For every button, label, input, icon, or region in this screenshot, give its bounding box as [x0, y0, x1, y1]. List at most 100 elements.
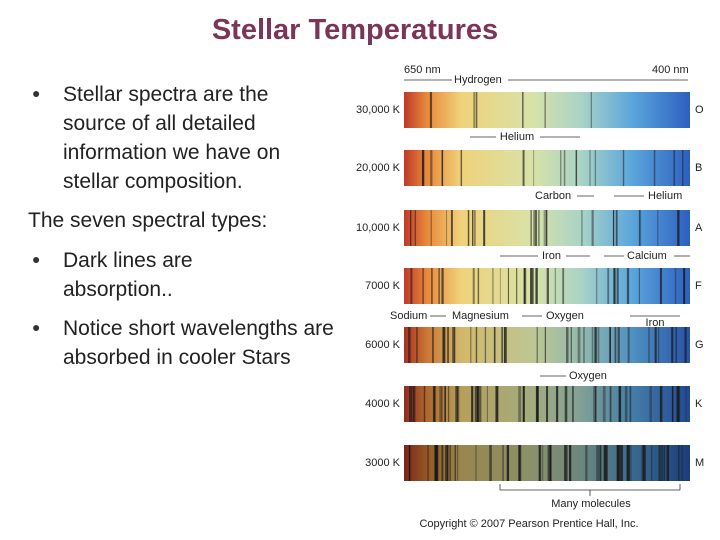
- absorption-line: [683, 268, 686, 304]
- absorption-line: [545, 210, 547, 246]
- absorption-line: [614, 268, 616, 304]
- absorption-line: [409, 210, 412, 246]
- absorption-line: [530, 210, 532, 246]
- absorption-line: [412, 386, 416, 422]
- absorption-line: [583, 327, 585, 363]
- absorption-line: [629, 386, 632, 422]
- absorption-line: [430, 210, 432, 246]
- absorption-line: [533, 210, 535, 246]
- absorption-line: [660, 268, 663, 304]
- absorption-line: [443, 327, 446, 363]
- absorption-line: [556, 386, 559, 422]
- absorption-line: [452, 327, 455, 363]
- absorption-line: [531, 268, 534, 304]
- absorption-line: [577, 327, 580, 363]
- absorption-line: [548, 445, 552, 481]
- absorption-line: [562, 268, 565, 304]
- absorption-line: [518, 445, 521, 481]
- absorption-line: [607, 268, 610, 304]
- annotation: Hydrogen: [454, 74, 502, 86]
- spectrum-band: [404, 92, 690, 128]
- absorption-line: [414, 210, 417, 246]
- absorption-line: [467, 210, 470, 246]
- absorption-line: [433, 386, 436, 422]
- absorption-line: [670, 327, 674, 363]
- absorption-line: [672, 386, 673, 422]
- absorption-line: [600, 445, 602, 481]
- spectrum-dim: [404, 327, 690, 363]
- absorption-line: [653, 150, 656, 186]
- absorption-line: [570, 327, 572, 363]
- absorption-line: [475, 327, 477, 363]
- spectral-class: F: [695, 280, 702, 292]
- annotation: Iron: [542, 250, 561, 262]
- absorption-line: [563, 150, 566, 186]
- absorption-line: [673, 150, 675, 186]
- absorption-line: [422, 268, 424, 304]
- absorption-line: [627, 327, 630, 363]
- absorption-line: [447, 327, 449, 363]
- absorption-line: [682, 150, 684, 186]
- absorption-line: [546, 268, 549, 304]
- absorption-line: [610, 386, 612, 422]
- copyright: Copyright © 2007 Pearson Prentice Hall, …: [419, 518, 638, 530]
- slide-title: Stellar Temperatures: [211, 14, 499, 46]
- absorption-line: [441, 268, 444, 304]
- absorption-line: [474, 386, 478, 422]
- absorption-line: [581, 210, 583, 246]
- absorption-line: [504, 327, 507, 363]
- absorption-line: [544, 92, 547, 128]
- absorption-line: [564, 445, 566, 481]
- absorption-line: [471, 386, 474, 422]
- absorption-line: [495, 386, 499, 422]
- absorption-line: [438, 268, 440, 304]
- absorption-line: [445, 210, 448, 246]
- temperature-label: 20,000 K: [356, 162, 401, 174]
- annotation: Oxygen: [569, 370, 607, 382]
- absorption-line: [442, 445, 444, 481]
- absorption-line: [654, 327, 657, 363]
- absorption-line: [678, 445, 680, 481]
- absorption-line: [518, 386, 522, 422]
- spectral-class: B: [695, 162, 702, 174]
- absorption-line: [441, 445, 443, 481]
- absorption-line: [433, 386, 436, 422]
- absorption-line: [565, 445, 567, 481]
- absorption-line: [594, 386, 597, 422]
- absorption-line: [499, 268, 501, 304]
- absorption-line: [472, 210, 474, 246]
- absorption-line: [597, 327, 600, 363]
- absorption-line: [470, 327, 472, 363]
- absorption-line: [537, 386, 539, 422]
- absorption-line: [445, 445, 448, 481]
- absorption-line: [473, 210, 476, 246]
- absorption-line: [638, 210, 642, 246]
- absorption-line: [427, 445, 429, 481]
- absorption-line: [409, 386, 413, 422]
- absorption-line: [433, 386, 436, 422]
- absorption-line: [630, 445, 632, 481]
- absorption-line: [657, 210, 659, 246]
- absorption-line: [604, 445, 608, 481]
- absorption-line: [638, 210, 640, 246]
- absorption-line: [627, 445, 630, 481]
- absorption-line: [683, 268, 686, 304]
- absorption-line: [594, 327, 597, 363]
- absorption-line: [590, 92, 592, 128]
- spectral-class: K: [695, 398, 703, 410]
- wavelength-label: 650 nm: [404, 64, 441, 76]
- absorption-line: [685, 386, 687, 422]
- absorption-line: [681, 445, 683, 481]
- absorption-line: [530, 268, 532, 304]
- temperature-label: 3000 K: [365, 457, 401, 469]
- absorption-line: [484, 327, 487, 363]
- bullet-dot: ●: [32, 319, 41, 335]
- absorption-line: [659, 386, 663, 422]
- absorption-line: [460, 150, 463, 186]
- absorption-line: [626, 268, 630, 304]
- absorption-line: [674, 268, 677, 304]
- wavelength-label: 400 nm: [652, 64, 689, 76]
- bullet-text: Notice short wavelengths are absorbed in…: [63, 317, 334, 369]
- absorption-line: [534, 210, 538, 246]
